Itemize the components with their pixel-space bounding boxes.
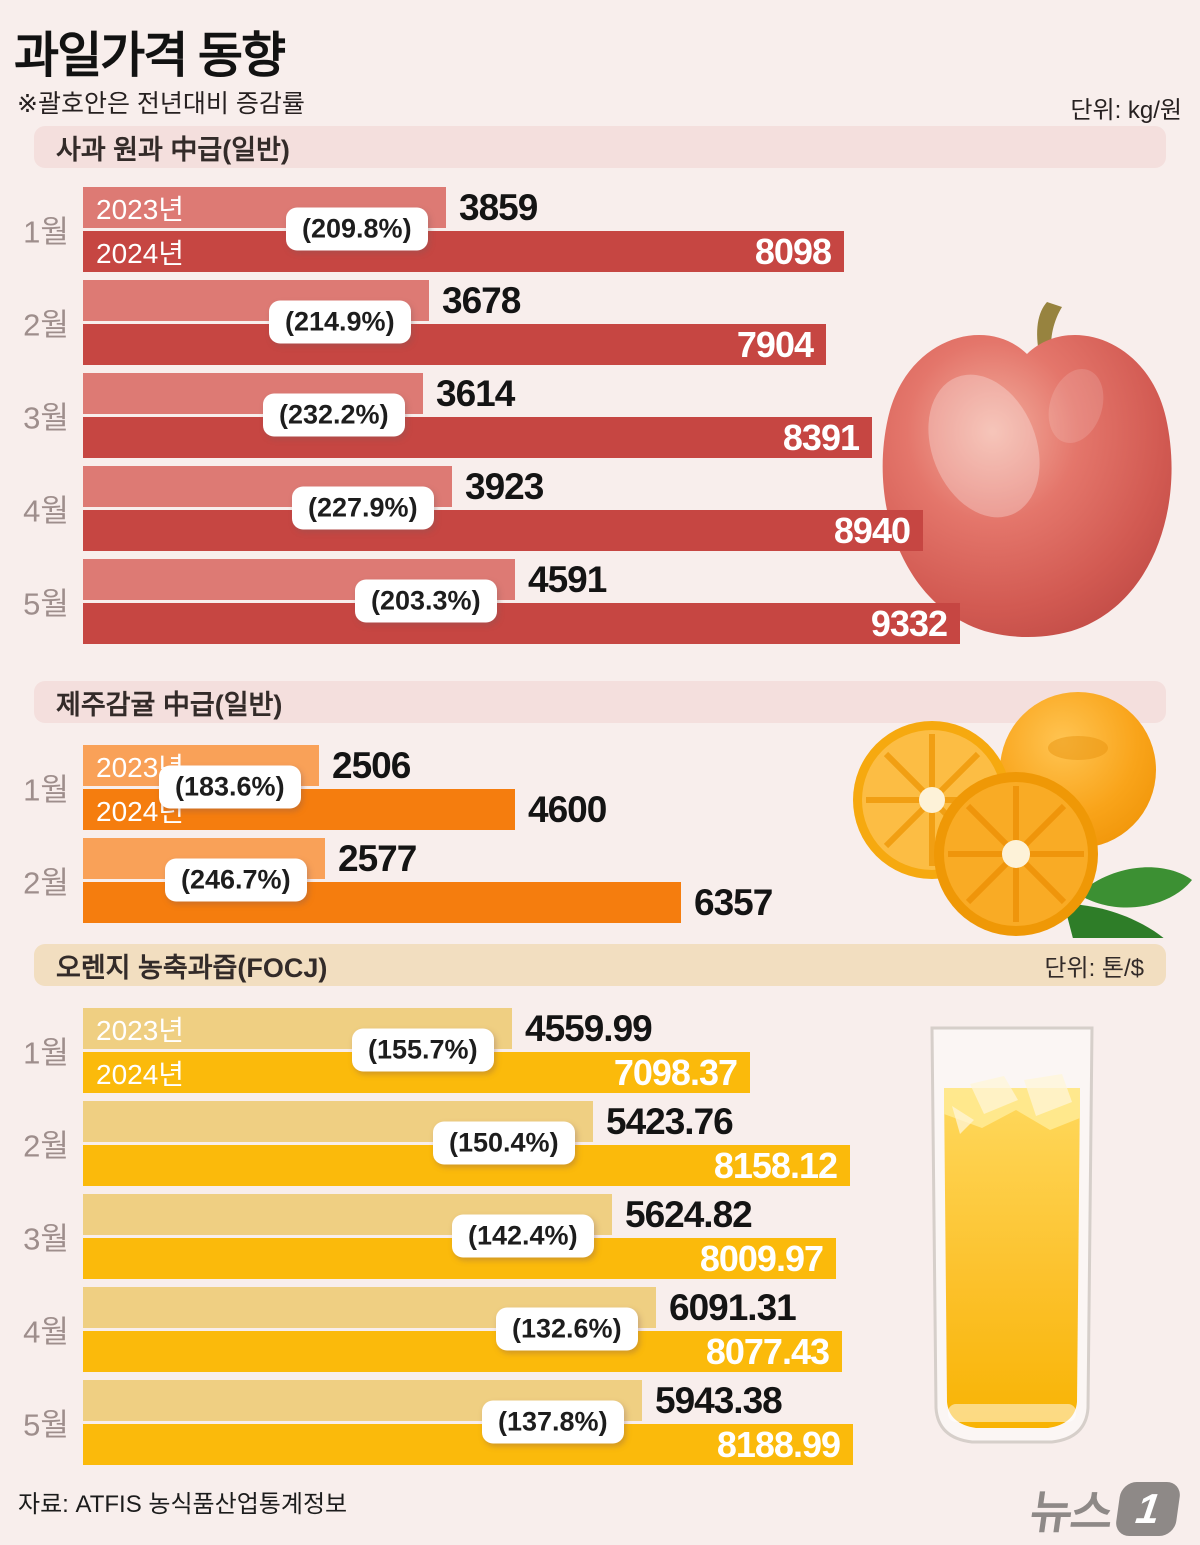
tangerine-bar-chart: 1월 2023년 2506 2024년 4600 (183.6%) 2월 2577 6357 (2… [0, 745, 1200, 935]
bar-group: 1월 2023년 2506 2024년 4600 (183.6%) [0, 745, 1200, 830]
month-label: 5월 [23, 1407, 69, 1443]
news1-logo: 뉴스 1 [1027, 1476, 1182, 1542]
apple-photo-icon [882, 302, 1172, 637]
tangerine-photo-icon [853, 692, 1192, 938]
bar-value: 9332 [870, 602, 948, 644]
bar-group: 2월 3678 7904 (214.9%) [0, 280, 1200, 365]
bar-value: 6357 [694, 881, 773, 923]
pct-change-badge: (214.9%) [269, 300, 411, 344]
orange-juice-glass-icon [930, 1026, 1094, 1444]
bar-group: 5월 4591 9332 (203.3%) [0, 559, 1200, 644]
bar-2024년: 8077.43 [83, 1331, 842, 1372]
year-label: 2023년 [96, 193, 185, 225]
bar-value: 8391 [782, 416, 860, 458]
news1-logo-digit: 1 [1114, 1482, 1182, 1536]
year-label: 2023년 [96, 1014, 185, 1046]
bar-value: 8940 [833, 509, 911, 551]
section-title-apple: 사과 원과 中급(일반) [56, 134, 290, 165]
bar-value: 5423.76 [606, 1100, 734, 1142]
bar-2024년: 9332 [83, 603, 960, 644]
bar-value: 3614 [436, 372, 515, 414]
bar-value: 8077.43 [705, 1330, 830, 1372]
bar-2024년: 8391 [83, 417, 872, 458]
unit-label-focj: 단위: 톤/$ [1044, 954, 1144, 982]
page-subtitle: ※괄호안은 전년대비 증감률 [17, 90, 305, 118]
pct-change-badge: (232.2%) [263, 393, 405, 437]
section-header-focj: 오렌지 농축과즙(FOCJ) 단위: 톤/$ [34, 944, 1166, 986]
pct-change-badge: (137.8%) [482, 1400, 624, 1444]
pct-change-badge: (183.6%) [159, 765, 301, 809]
bar-value: 3859 [459, 186, 538, 228]
news1-logo-word: 뉴스 [1027, 1486, 1116, 1538]
bar-group: 4월 3923 8940 (227.9%) [0, 466, 1200, 551]
bar-value: 7098.37 [613, 1051, 738, 1093]
bar-value: 2506 [332, 744, 411, 786]
page-title: 과일가격 동향 [14, 29, 286, 83]
leaf-icon [1064, 904, 1164, 938]
bar-group: 5월 5943.38 8188.99 (137.8%) [0, 1380, 1200, 1465]
month-label: 1월 [23, 1035, 69, 1071]
year-label: 2024년 [96, 237, 185, 269]
month-label: 3월 [23, 1221, 69, 1257]
pct-change-badge: (227.9%) [292, 486, 434, 530]
pct-change-badge: (246.7%) [165, 858, 307, 902]
apple-bar-chart: 1월 2023년 3859 2024년 8098 (209.8%) 2월 3678 7904 (2… [0, 187, 1200, 657]
month-label: 4월 [23, 1314, 69, 1350]
month-label: 1월 [23, 214, 69, 250]
section-header-apple: 사과 원과 中급(일반) [34, 126, 1166, 168]
bar-group: 3월 5624.82 8009.97 (142.4%) [0, 1194, 1200, 1279]
bar-value: 3678 [442, 279, 521, 321]
month-label: 1월 [23, 772, 69, 808]
month-label: 3월 [23, 400, 69, 436]
year-label: 2024년 [96, 1058, 185, 1090]
month-label: 5월 [23, 586, 69, 622]
bar-2024년: 2024년 8098 [83, 231, 844, 272]
unit-label-top: 단위: kg/원 [1070, 97, 1182, 124]
bar-group: 2월 2577 6357 (246.7%) [0, 838, 1200, 923]
bar-2024년: 8940 [83, 510, 923, 551]
pct-change-badge: (209.8%) [286, 207, 428, 251]
bar-value: 5943.38 [655, 1379, 783, 1421]
bar-value: 8188.99 [716, 1423, 841, 1465]
bar-group: 1월 2023년 3859 2024년 8098 (209.8%) [0, 187, 1200, 272]
month-label: 2월 [23, 307, 69, 343]
bar-2024년: 8188.99 [83, 1424, 853, 1465]
month-label: 2월 [23, 1128, 69, 1164]
bar-value: 8158.12 [713, 1144, 838, 1186]
focj-bar-chart: 1월 2023년 4559.99 2024년 7098.37 (155.7%) 2월 5423… [0, 1008, 1200, 1478]
section-title-tangerine: 제주감귤 中급(일반) [56, 689, 283, 720]
pct-change-badge: (142.4%) [452, 1214, 594, 1258]
bar-group: 1월 2023년 4559.99 2024년 7098.37 (155.7%) [0, 1008, 1200, 1093]
month-label: 2월 [23, 865, 69, 901]
orange-half-front [934, 772, 1098, 936]
month-label: 4월 [23, 493, 69, 529]
pct-change-badge: (132.6%) [496, 1307, 638, 1351]
bar-value: 8009.97 [699, 1237, 824, 1279]
bar-group: 4월 6091.31 8077.43 (132.6%) [0, 1287, 1200, 1372]
bar-value: 7904 [736, 323, 814, 365]
bar-value: 5624.82 [625, 1193, 753, 1235]
bar-value: 6091.31 [669, 1286, 797, 1328]
bar-2024년: 7904 [83, 324, 826, 365]
pct-change-badge: (203.3%) [355, 579, 497, 623]
bar-group: 2월 5423.76 8158.12 (150.4%) [0, 1101, 1200, 1186]
bar-group: 3월 3614 8391 (232.2%) [0, 373, 1200, 458]
bar-value: 3923 [465, 465, 544, 507]
bar-value: 4591 [528, 558, 607, 600]
bar-value: 4600 [528, 788, 607, 830]
leaf-icon [1078, 867, 1192, 908]
pct-change-badge: (150.4%) [433, 1121, 575, 1165]
pct-change-badge: (155.7%) [352, 1028, 494, 1072]
bar-value: 2577 [338, 837, 417, 879]
section-title-focj: 오렌지 농축과즙(FOCJ) [56, 952, 328, 983]
source-note: 자료: ATFIS 농식품산업통계정보 [18, 1491, 348, 1518]
section-header-tangerine: 제주감귤 中급(일반) [34, 681, 1166, 723]
bar-value: 4559.99 [525, 1007, 653, 1049]
bar-value: 8098 [754, 230, 832, 272]
